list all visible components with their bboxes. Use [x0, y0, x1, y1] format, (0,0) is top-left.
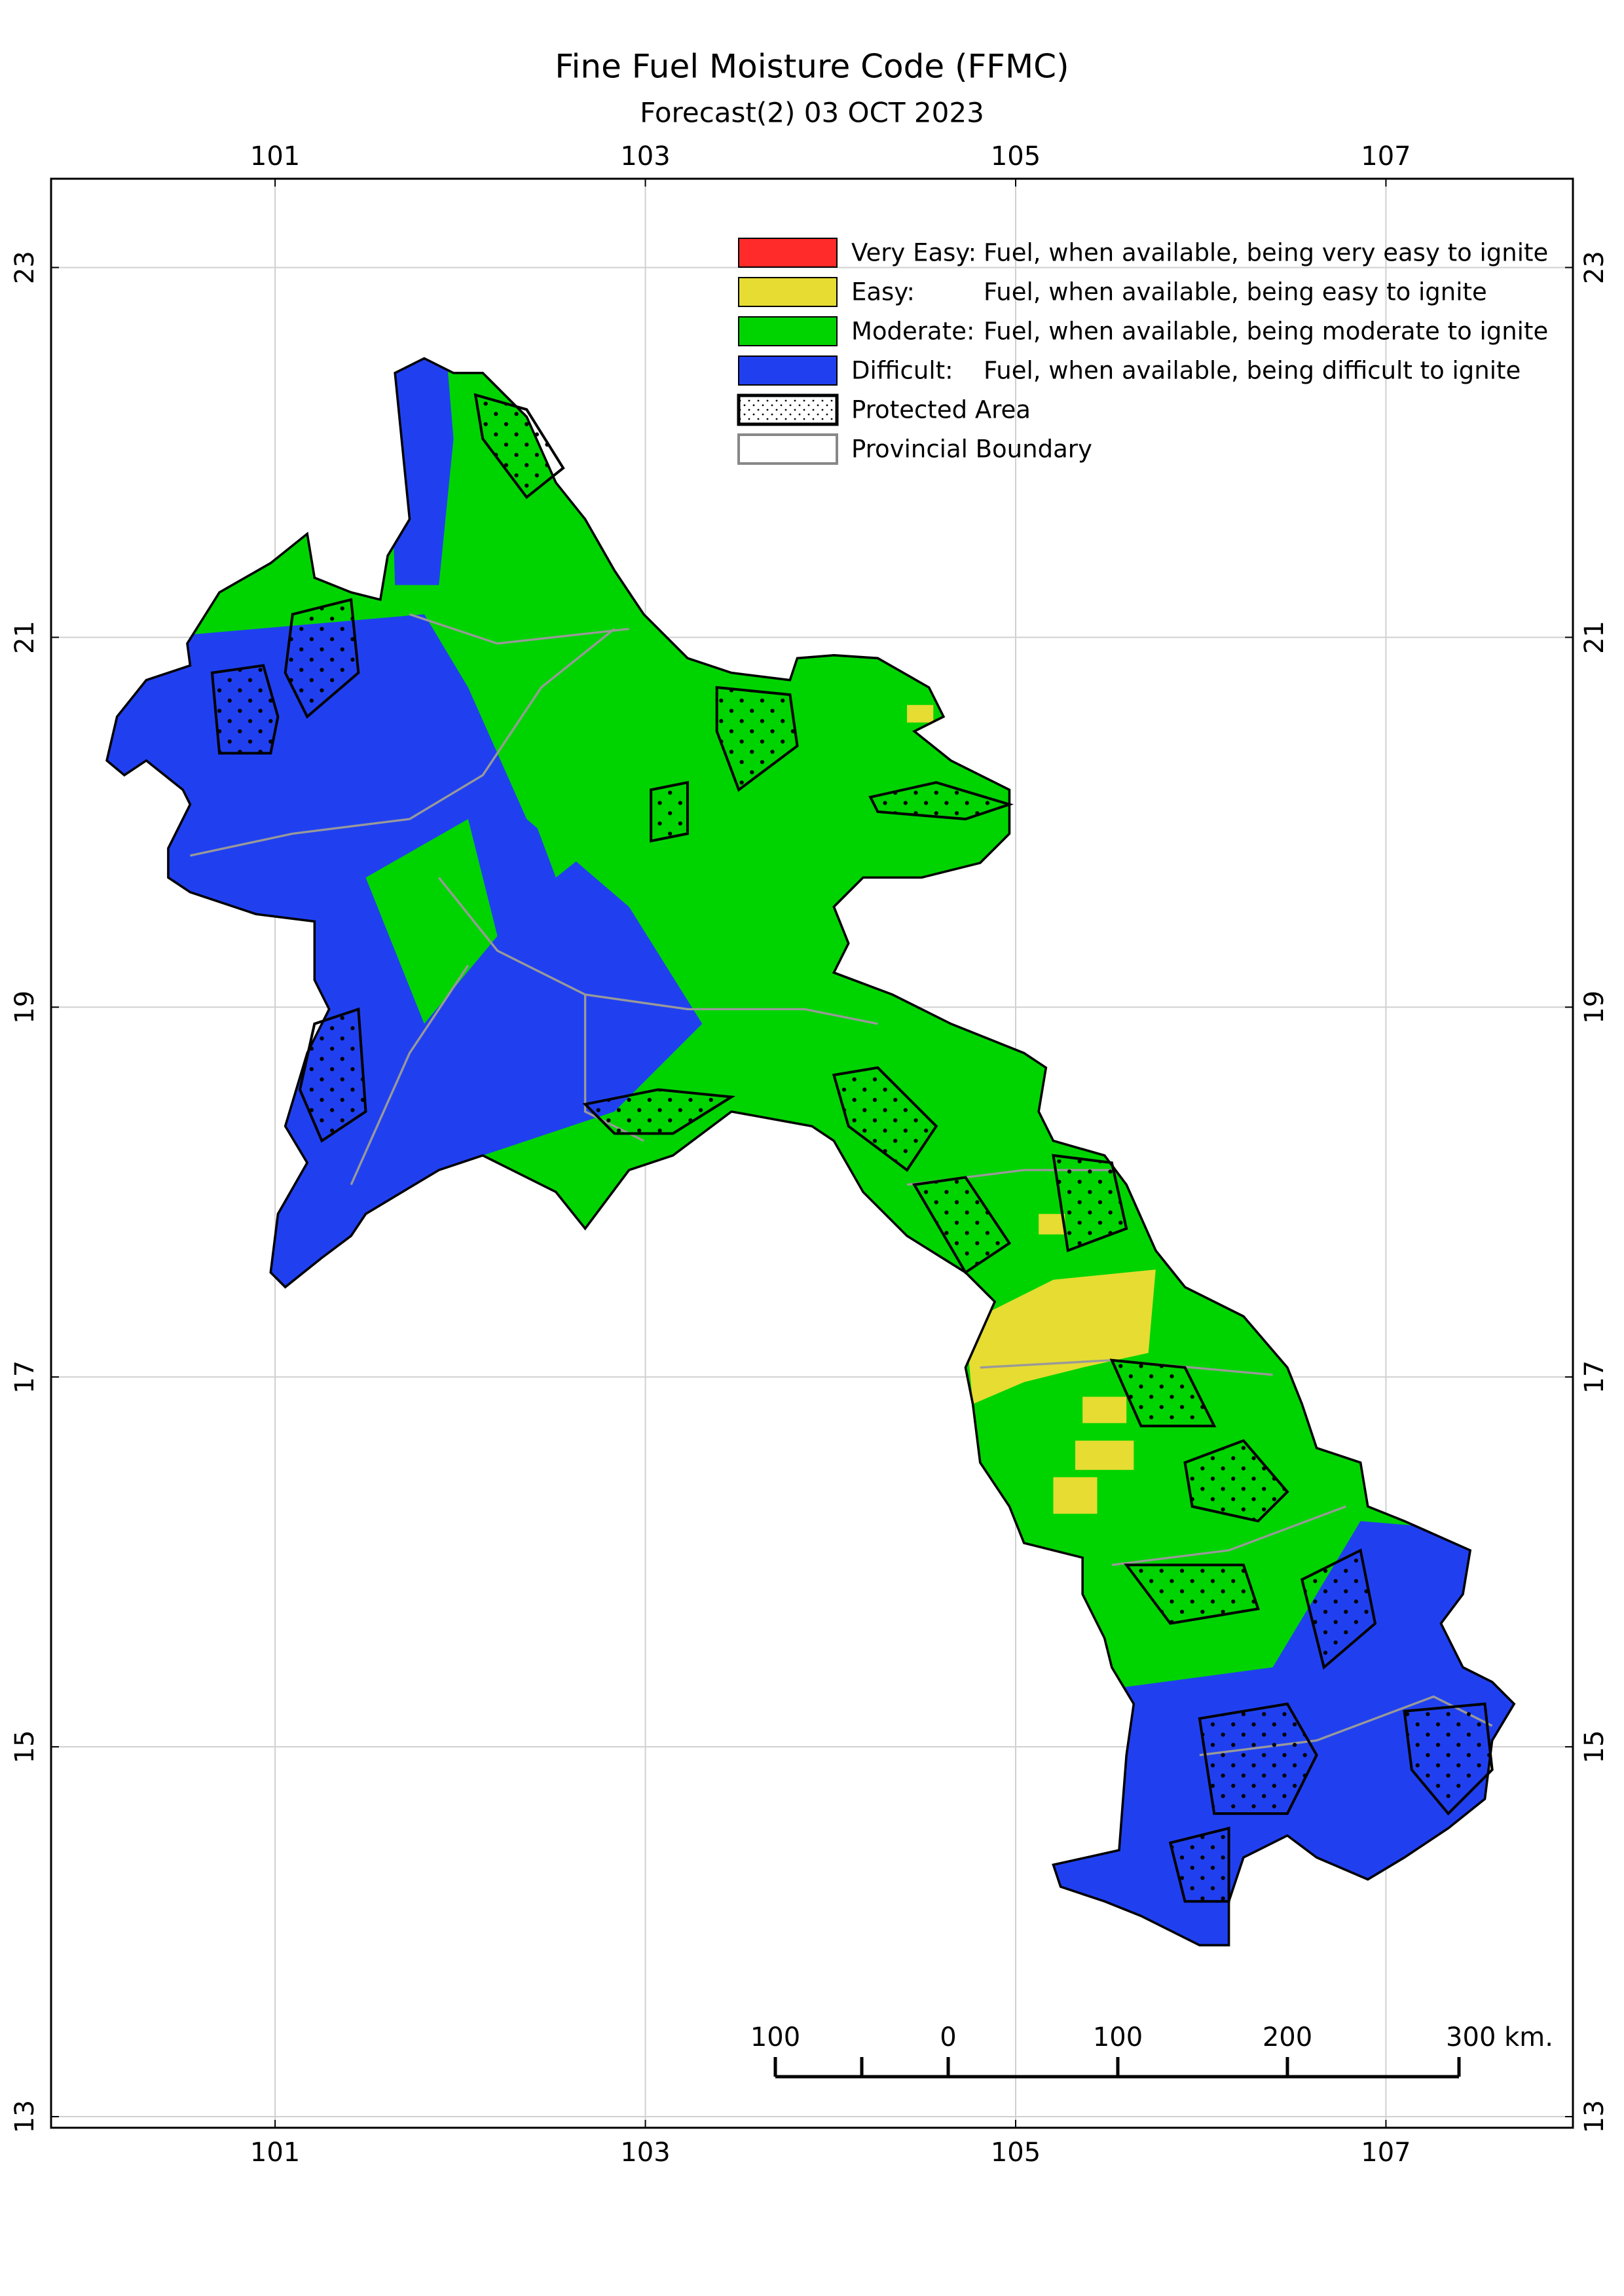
x-tick-label: 107 — [1361, 2138, 1411, 2168]
easy-area — [1075, 1440, 1134, 1470]
y-tick-label: 17 — [1579, 1360, 1610, 1394]
x-tick-label: 103 — [620, 2138, 670, 2168]
legend-description: Fuel, when available, being easy to igni… — [984, 278, 1487, 306]
scale-label: 300 km. — [1446, 2022, 1553, 2052]
easy-area — [1082, 1396, 1127, 1423]
x-tick-label: 105 — [991, 141, 1041, 172]
scale-bar: 100 0 100 200 300 km. — [750, 2022, 1553, 2079]
y-tick-label: 23 — [10, 251, 40, 284]
x-tick-label: 101 — [250, 141, 300, 172]
legend-description: Fuel, when available, being difficult to… — [984, 357, 1521, 385]
moderate-area — [511, 658, 644, 878]
map-subtitle: Forecast(2) 03 OCT 2023 — [640, 97, 984, 129]
y-tick-label: 15 — [10, 1730, 40, 1764]
y-tick-label: 19 — [10, 991, 40, 1024]
legend-label: Difficult: — [851, 357, 953, 385]
easy-area — [965, 1269, 1156, 1404]
legend-swatch — [738, 277, 838, 307]
map-frame — [50, 177, 1574, 2129]
scale-label: 100 — [1093, 2022, 1143, 2052]
y-tick-label: 17 — [10, 1360, 40, 1394]
legend: Very Easy: Fuel, when available, being ve… — [737, 238, 1548, 465]
x-tick-label: 105 — [991, 2138, 1041, 2168]
provincial-boundaries — [190, 613, 1493, 1757]
protected-areas — [210, 393, 1494, 1903]
x-tick-label: 107 — [1361, 141, 1411, 172]
legend-swatch — [737, 433, 838, 465]
legend-description: Fuel, when available, being moderate to … — [984, 318, 1548, 346]
legend-swatch — [737, 393, 839, 426]
y-tick-label: 21 — [10, 621, 40, 654]
legend-label: Protected Area — [851, 396, 1031, 424]
y-tick-label: 15 — [1579, 1730, 1610, 1764]
scale-label: 100 — [750, 2022, 800, 2052]
scale-label: 200 — [1263, 2022, 1312, 2052]
legend-swatch — [738, 355, 838, 386]
easy-area — [1053, 1477, 1098, 1514]
x-tick-label: 103 — [620, 141, 670, 172]
y-tick-label: 23 — [1579, 251, 1610, 284]
map-title: Fine Fuel Moisture Code (FFMC) — [555, 48, 1069, 86]
legend-label: Easy: — [851, 278, 915, 306]
legend-swatch — [738, 316, 838, 346]
y-tick-label: 13 — [10, 2100, 40, 2134]
easy-area — [1039, 1214, 1065, 1235]
legend-label: Very Easy: — [851, 239, 976, 267]
legend-description: Fuel, when available, being very easy to… — [984, 239, 1548, 267]
y-tick-label: 21 — [1579, 621, 1610, 654]
legend-swatch — [738, 238, 838, 268]
legend-label: Moderate: — [851, 318, 974, 346]
y-tick-label: 13 — [1579, 2100, 1610, 2134]
legend-label: Provincial Boundary — [851, 435, 1092, 464]
x-tick-label: 101 — [250, 2138, 300, 2168]
y-tick-label: 19 — [1579, 991, 1610, 1024]
easy-area — [907, 704, 934, 723]
scale-label: 0 — [940, 2022, 956, 2052]
